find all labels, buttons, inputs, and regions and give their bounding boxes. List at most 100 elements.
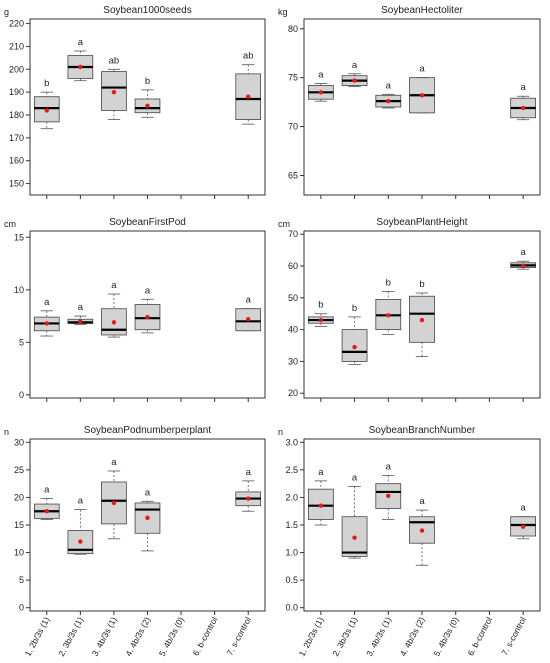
- y-tick-label: 190: [9, 87, 24, 97]
- x-tick-label: 6. b-control: [191, 615, 220, 657]
- mean-point: [318, 90, 324, 95]
- mean-point: [111, 500, 117, 506]
- mean-point: [145, 515, 150, 521]
- x-tick-label: 3. 4b/3s (1): [364, 615, 393, 658]
- mean-point: [44, 509, 49, 514]
- mean-point: [145, 314, 150, 320]
- significance-letter: ab: [109, 55, 120, 66]
- mean-point: [78, 539, 83, 544]
- x-tick-label: 4. 4b/3s (2): [123, 615, 152, 658]
- y-tick-label: 0.0: [285, 603, 298, 613]
- mean-point: [386, 313, 391, 318]
- x-tick-label: 6. b-control: [465, 615, 494, 657]
- y-tick-label: 50: [288, 293, 298, 303]
- box-group: a: [510, 82, 537, 121]
- mean-point: [78, 319, 83, 324]
- significance-letter: a: [78, 302, 84, 313]
- y-tick-label: 0.5: [285, 575, 298, 585]
- chart-panel-5: SoybeanPodnumberperplant n 0 5 10 15 20 25 30 1. …: [4, 425, 266, 658]
- significance-letter: b: [419, 279, 424, 290]
- y-unit-label: kg: [278, 7, 288, 17]
- y-tick-label: 30: [14, 437, 24, 447]
- y-tick-label: 10: [14, 285, 24, 295]
- y-tick-label: 170: [9, 133, 24, 143]
- chart-title: SoybeanPlantHeight: [376, 217, 467, 228]
- chart-title: SoybeanPodnumberperplant: [84, 425, 212, 436]
- y-unit-label: n: [278, 427, 283, 437]
- box-group: a: [235, 467, 262, 512]
- y-tick-label: 1.5: [285, 520, 298, 530]
- y-tick-label: 1.0: [285, 548, 298, 558]
- mean-point: [44, 321, 49, 326]
- y-tick-label: 15: [14, 520, 24, 530]
- y-tick-label: 75: [288, 73, 298, 83]
- significance-letter: a: [352, 472, 358, 483]
- y-tick-label: 40: [288, 325, 298, 335]
- x-tick-label: 1. 2b/3s (1): [23, 615, 52, 658]
- y-tick-label: 160: [9, 156, 24, 166]
- significance-letter: b: [352, 303, 357, 314]
- box-group: a: [67, 496, 94, 555]
- box-group: a: [33, 485, 60, 520]
- box-group: b: [409, 279, 435, 358]
- significance-letter: a: [419, 64, 425, 75]
- mean-point: [352, 344, 357, 350]
- mean-point: [44, 108, 49, 113]
- mean-point: [352, 78, 357, 83]
- mean-point: [246, 496, 251, 501]
- significance-letter: b: [145, 76, 150, 87]
- mean-point: [419, 528, 425, 533]
- box-group: b: [375, 277, 402, 335]
- significance-letter: a: [520, 503, 526, 514]
- box-group: ab: [235, 51, 262, 125]
- box-group: a: [307, 467, 334, 526]
- x-tick-label: 7. s-control: [224, 615, 253, 657]
- y-tick-label: 15: [14, 232, 24, 242]
- y-tick-label: 5: [19, 337, 24, 347]
- significance-letter: a: [386, 80, 392, 91]
- box-group: a: [101, 457, 127, 540]
- mean-point: [318, 317, 324, 323]
- significance-letter: a: [386, 461, 392, 472]
- significance-letter: b: [318, 300, 323, 311]
- x-tick-label: 5. 4b/3s (0): [157, 615, 186, 658]
- mean-point: [145, 103, 150, 109]
- significance-letter: a: [318, 467, 324, 478]
- box-group: a: [409, 64, 435, 114]
- significance-letter: a: [352, 60, 358, 71]
- y-tick-label: 180: [9, 110, 24, 120]
- box-group: ab: [101, 55, 127, 120]
- chart-panel-4: SoybeanPlantHeight cm 20 30 40 50 60 70 b b b b a: [278, 217, 541, 402]
- box-group: a: [33, 297, 60, 337]
- x-tick-label: 5. 4b/3s (0): [431, 615, 460, 658]
- significance-letter: a: [44, 485, 50, 496]
- x-tick-label: 2. 3b/3s (1): [56, 615, 85, 658]
- significance-letter: a: [246, 295, 252, 306]
- mean-point: [520, 105, 526, 111]
- y-tick-label: 20: [14, 492, 24, 502]
- box-group: b: [33, 78, 60, 130]
- box-group: a: [101, 280, 127, 338]
- mean-point: [111, 89, 117, 95]
- x-tick-label: 1. 2b/3s (1): [297, 615, 326, 658]
- box-group: a: [510, 247, 537, 270]
- chart-title: Soybean1000seeds: [103, 5, 191, 16]
- mean-point: [246, 317, 251, 322]
- x-tick-label: 2. 3b/3s (1): [330, 615, 359, 658]
- y-tick-label: 150: [9, 179, 24, 189]
- box-group: a: [307, 70, 334, 102]
- mean-point: [520, 263, 526, 269]
- chart-title: SoybeanBranchNumber: [369, 425, 476, 436]
- y-tick-label: 30: [288, 356, 298, 366]
- chart-title: SoybeanFirstPod: [109, 217, 186, 228]
- y-unit-label: n: [4, 427, 9, 437]
- iqr-box: [134, 502, 161, 534]
- mean-point: [386, 493, 391, 498]
- box-group: a: [134, 285, 161, 334]
- box-group: a: [375, 80, 402, 109]
- y-tick-label: 70: [288, 122, 298, 132]
- chart-panel-3: SoybeanFirstPod cm 0 5 10 15 a a a a a: [4, 217, 266, 402]
- x-tick-label: 4. 4b/3s (2): [398, 615, 427, 658]
- y-unit-label: cm: [278, 219, 290, 229]
